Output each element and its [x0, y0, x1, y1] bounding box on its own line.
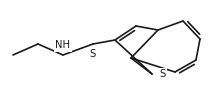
- Text: S: S: [159, 69, 165, 79]
- Text: S: S: [90, 49, 96, 59]
- Text: NH: NH: [56, 40, 70, 50]
